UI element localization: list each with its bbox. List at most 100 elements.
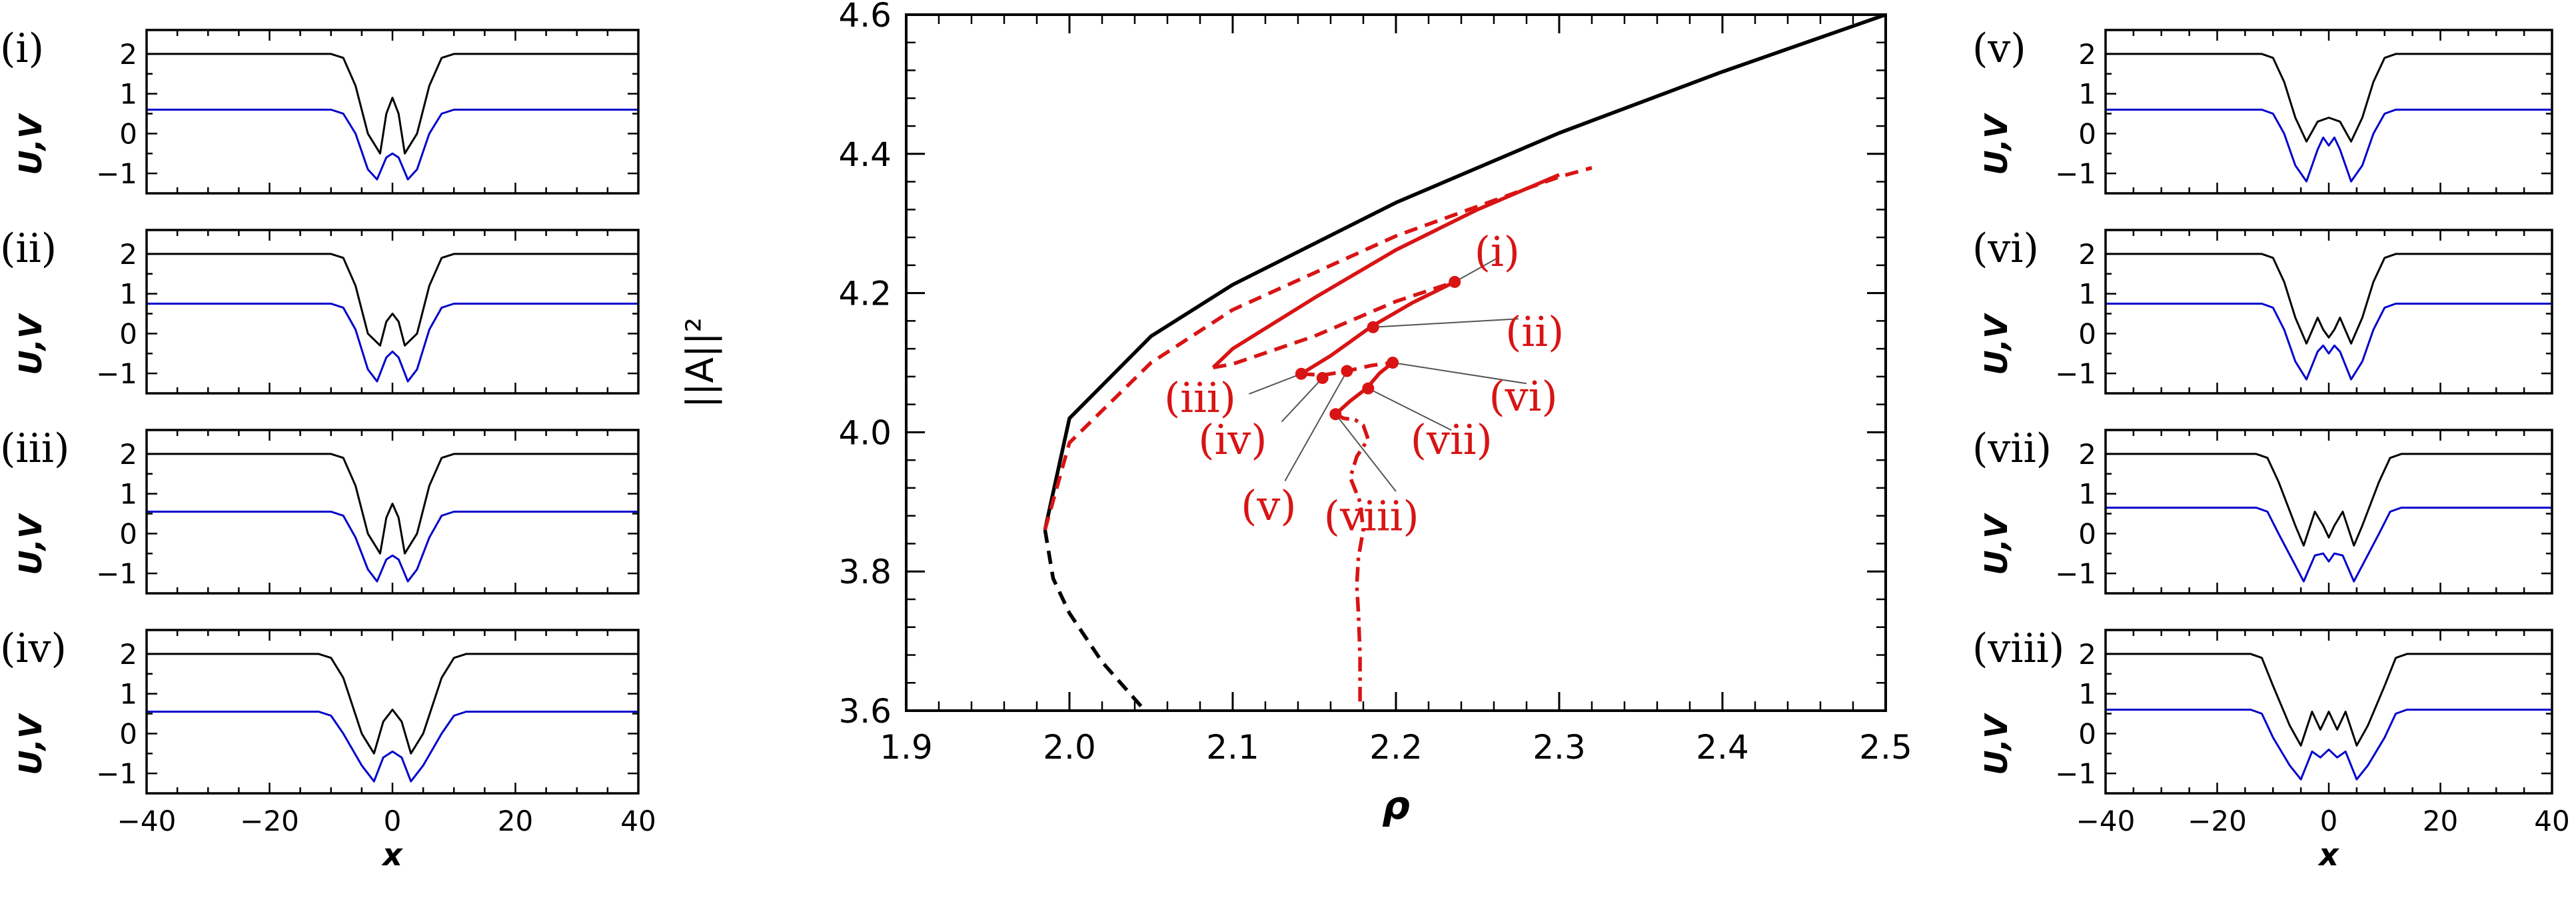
y-tick-label: 4.4 — [838, 135, 892, 174]
y-tick-label: −1 — [96, 557, 137, 590]
annotation-label: (ii) — [1505, 307, 1564, 356]
y-tick-label: 2 — [119, 638, 137, 671]
x-tick-label: −20 — [240, 805, 299, 837]
panel-label: (v) — [1972, 25, 2026, 72]
leader-line — [1367, 387, 1452, 431]
y-tick-label: 4.2 — [838, 275, 892, 313]
y-tick-label: 2 — [119, 238, 137, 271]
panel-label: (i) — [0, 25, 44, 72]
y-axis-title: U,V — [1978, 513, 2014, 575]
branch-dashed-black-1 — [1043, 529, 1148, 711]
y-axis-title: U,V — [13, 513, 49, 575]
main-chart: 1.9 2.0 2.1 2.2 2.3 2.4 2.5 3.6 3.8 4.0 4.2 4.4 4.6 (… — [679, 0, 1912, 828]
x-tick-label: 2.4 — [1696, 728, 1749, 767]
panel-label: (ii) — [0, 225, 57, 272]
y-tick-label: 1 — [119, 78, 137, 111]
annotation-label: (v) — [1241, 481, 1296, 530]
profile-panel: −1 0 1 2 (vi) U,V — [1972, 225, 2553, 395]
solution-marker — [1449, 275, 1461, 288]
panel-series-group — [147, 253, 638, 383]
panel-series-group — [2106, 253, 2552, 381]
leader-line — [1284, 371, 1348, 481]
x-axis-title: x — [381, 837, 403, 873]
blue-profile — [2106, 507, 2552, 583]
panel-label: (vi) — [1972, 225, 2039, 272]
annotation-label: (iv) — [1198, 415, 1267, 464]
x-tick-label: 2.0 — [1043, 728, 1096, 767]
profile-panel: −1 0 1 2 (v) U,V — [1972, 25, 2553, 195]
y-tick-label: 0 — [119, 717, 137, 750]
panel-series-group — [2106, 653, 2552, 781]
x-tick-label: 0 — [2320, 805, 2338, 837]
leader-line — [1281, 377, 1323, 423]
y-tick-label: 2 — [119, 438, 137, 471]
x-tick-label: 0 — [384, 805, 402, 837]
panel-frame — [145, 429, 640, 595]
y-tick-label: 0 — [2078, 317, 2096, 350]
profile-panel: −1 0 1 2 −40 −20 0 20 40 x (iv) U,V — [0, 625, 656, 873]
panel-label: (vii) — [1972, 425, 2052, 472]
y-axis-title: U,V — [1978, 113, 2014, 175]
y-tick-label: 0 — [2078, 717, 2096, 750]
panel-frame — [145, 229, 640, 395]
black-profile — [2106, 253, 2552, 345]
profile-panel: −1 0 1 2 (vii) U,V — [1972, 425, 2553, 595]
black-profile — [2106, 53, 2552, 143]
y-tick-label: 0 — [119, 517, 137, 550]
black-profile — [147, 253, 638, 347]
y-tick-label: 1 — [2078, 678, 2096, 711]
profile-panel: −1 0 1 2 −40 −20 0 20 40 x (viii) U,V — [1972, 625, 2570, 873]
y-tick-label: −1 — [2055, 557, 2096, 590]
y-tick-label: 0 — [2078, 117, 2096, 150]
blue-profile — [147, 511, 638, 583]
x-axis-title: x — [2317, 837, 2339, 873]
y-tick-label: 0 — [119, 317, 137, 350]
annotation-label: (viii) — [1324, 492, 1419, 541]
solution-marker — [1341, 365, 1353, 377]
y-tick-label: 2 — [2078, 438, 2096, 471]
y-tick-label: 0 — [2078, 517, 2096, 550]
panel-label: (viii) — [1972, 625, 2064, 672]
annotation-label: (vi) — [1489, 372, 1557, 421]
blue-profile — [147, 303, 638, 383]
profile-panel: −1 0 1 2 (i) U,V — [0, 25, 640, 195]
y-axis-title: ||A||² — [679, 317, 722, 408]
y-tick-label: 4.6 — [838, 0, 892, 35]
main-frame — [905, 13, 1887, 712]
y-tick-label: 4.0 — [838, 413, 892, 452]
y-axis-title: U,V — [13, 313, 49, 375]
y-tick-label: 2 — [2078, 38, 2096, 71]
y-tick-label: 2 — [2078, 238, 2096, 271]
y-axis-title: U,V — [13, 713, 49, 775]
panel-frame — [145, 629, 640, 795]
leader-line — [1249, 373, 1302, 395]
y-tick-label: 1 — [119, 278, 137, 311]
x-tick-label: 20 — [498, 805, 533, 837]
y-tick-label: 1 — [2078, 478, 2096, 511]
y-axis-title: U,V — [1978, 713, 2014, 775]
y-tick-label: −1 — [2055, 157, 2096, 190]
profile-panel: −1 0 1 2 (iii) U,V — [0, 425, 640, 595]
annotation-label: (iii) — [1164, 373, 1236, 422]
panel-frame — [145, 29, 640, 195]
annotation-label: (vii) — [1411, 415, 1493, 464]
y-axis-title: U,V — [1978, 313, 2014, 375]
black-profile — [147, 53, 638, 155]
x-tick-label: 2.2 — [1369, 728, 1423, 767]
branch-dashdot-red-8 — [1335, 412, 1371, 704]
x-tick-label: 1.9 — [880, 728, 933, 767]
panel-series-group — [147, 453, 638, 583]
y-tick-label: 2 — [119, 38, 137, 71]
branch-solid-black-0 — [1043, 15, 1886, 531]
leader-line — [1392, 362, 1527, 385]
panel-frame — [2104, 29, 2553, 195]
blue-profile — [147, 109, 638, 181]
solution-marker — [1387, 357, 1399, 369]
panel-series-group — [2106, 453, 2552, 583]
leader-line — [1454, 257, 1498, 283]
panel-series-group — [147, 653, 638, 783]
y-tick-label: −1 — [96, 757, 137, 790]
black-profile — [2106, 453, 2552, 547]
blue-profile — [147, 711, 638, 783]
